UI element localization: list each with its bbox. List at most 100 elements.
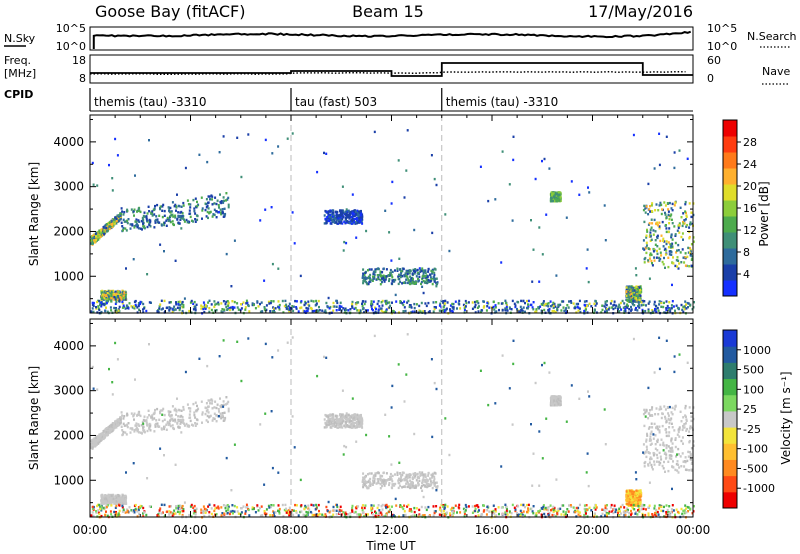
echo-cell [130,412,133,415]
echo-cell [92,301,95,305]
echo-cell [286,137,289,140]
echo-cell [377,300,380,303]
echo-cell [228,308,231,312]
echo-cell [92,440,95,443]
echo-cell [670,304,673,307]
echo-cell [156,407,159,411]
echo-cell [630,292,633,295]
echo-cell [119,297,122,300]
echo-cell [683,305,686,308]
echo-cell [346,424,349,427]
echo-cell [407,279,410,282]
echo-cell [649,252,652,255]
echo-cell [172,215,175,218]
echo-cell [91,446,94,449]
echo-cell [150,415,153,418]
echo-cell [104,309,107,313]
echo-cell [559,199,562,202]
echo-cell [415,269,418,272]
echo-cell [660,305,663,308]
echo-cell [636,309,639,312]
echo-cell [668,250,671,253]
echo-cell [115,217,118,220]
echo-cell [361,276,364,279]
echo-cell [119,418,122,421]
echo-cell [168,422,171,425]
echo-cell [373,277,376,280]
echo-cell [376,302,379,306]
y-tick-label: 2000 [53,224,84,238]
echo-cell [673,151,676,154]
echo-cell [377,471,380,474]
echo-cell [303,303,306,307]
echo-cell [107,497,109,501]
echo-cell [613,300,616,303]
echo-cell [360,217,363,220]
echo-cell [412,473,415,477]
echo-cell [360,212,363,215]
echo-cell [293,242,296,245]
echo-cell [344,219,347,222]
echo-cell [345,208,348,211]
echo-cell [658,259,661,262]
echo-cell [192,198,195,202]
echo-cell [396,471,399,474]
echo-cell [215,309,218,312]
echo-cell [177,211,180,214]
echo-cell [183,218,185,221]
echo-cell [672,256,674,259]
echo-cell [464,299,467,303]
echo-cell [553,309,556,313]
echo-cell [658,247,661,251]
echo-cell [655,256,658,259]
echo-cell [207,399,210,402]
echo-cell [105,434,108,437]
echo-cell [559,303,562,306]
echo-cell [547,302,550,305]
echo-cell [112,493,115,497]
echo-cell [675,304,678,307]
echo-cell [413,302,416,306]
echo-cell [442,300,445,303]
echo-cell [636,293,639,296]
echo-cell [519,305,522,309]
echo-cell [331,413,334,416]
echo-cell [637,300,640,304]
echo-cell [669,310,672,313]
echo-cell [337,423,340,426]
echo-cell [651,210,653,213]
echo-cell [142,426,144,429]
echo-cell [372,479,374,482]
echo-cell [98,229,101,232]
echo-cell [670,250,673,254]
echo-cell [632,289,635,292]
echo-cell [171,213,174,216]
echo-cell [288,302,291,305]
echo-cell [347,209,350,212]
echo-cell [374,474,377,477]
echo-cell [259,219,262,222]
echo-cell [367,473,369,476]
echo-cell [688,226,691,229]
echo-cell [323,418,326,421]
echo-cell [550,191,553,194]
echo-cell [130,305,133,308]
echo-cell [427,474,430,477]
echo-cell [588,302,591,305]
echo-cell [665,307,668,310]
nsky-frame [89,26,694,51]
echo-cell [100,500,103,503]
echo-cell [196,204,199,208]
echo-cell [670,307,673,310]
echo-cell [213,406,216,409]
echo-cell [671,283,673,287]
echo-cell [92,310,95,314]
echo-cell [357,418,360,422]
echo-cell [634,297,636,300]
echo-cell [233,300,236,304]
echo-cell [420,301,423,305]
freq-tick-top: 18 [72,54,86,67]
echo-cell [193,300,196,304]
echo-cell [195,214,198,217]
echo-cell [261,310,264,313]
